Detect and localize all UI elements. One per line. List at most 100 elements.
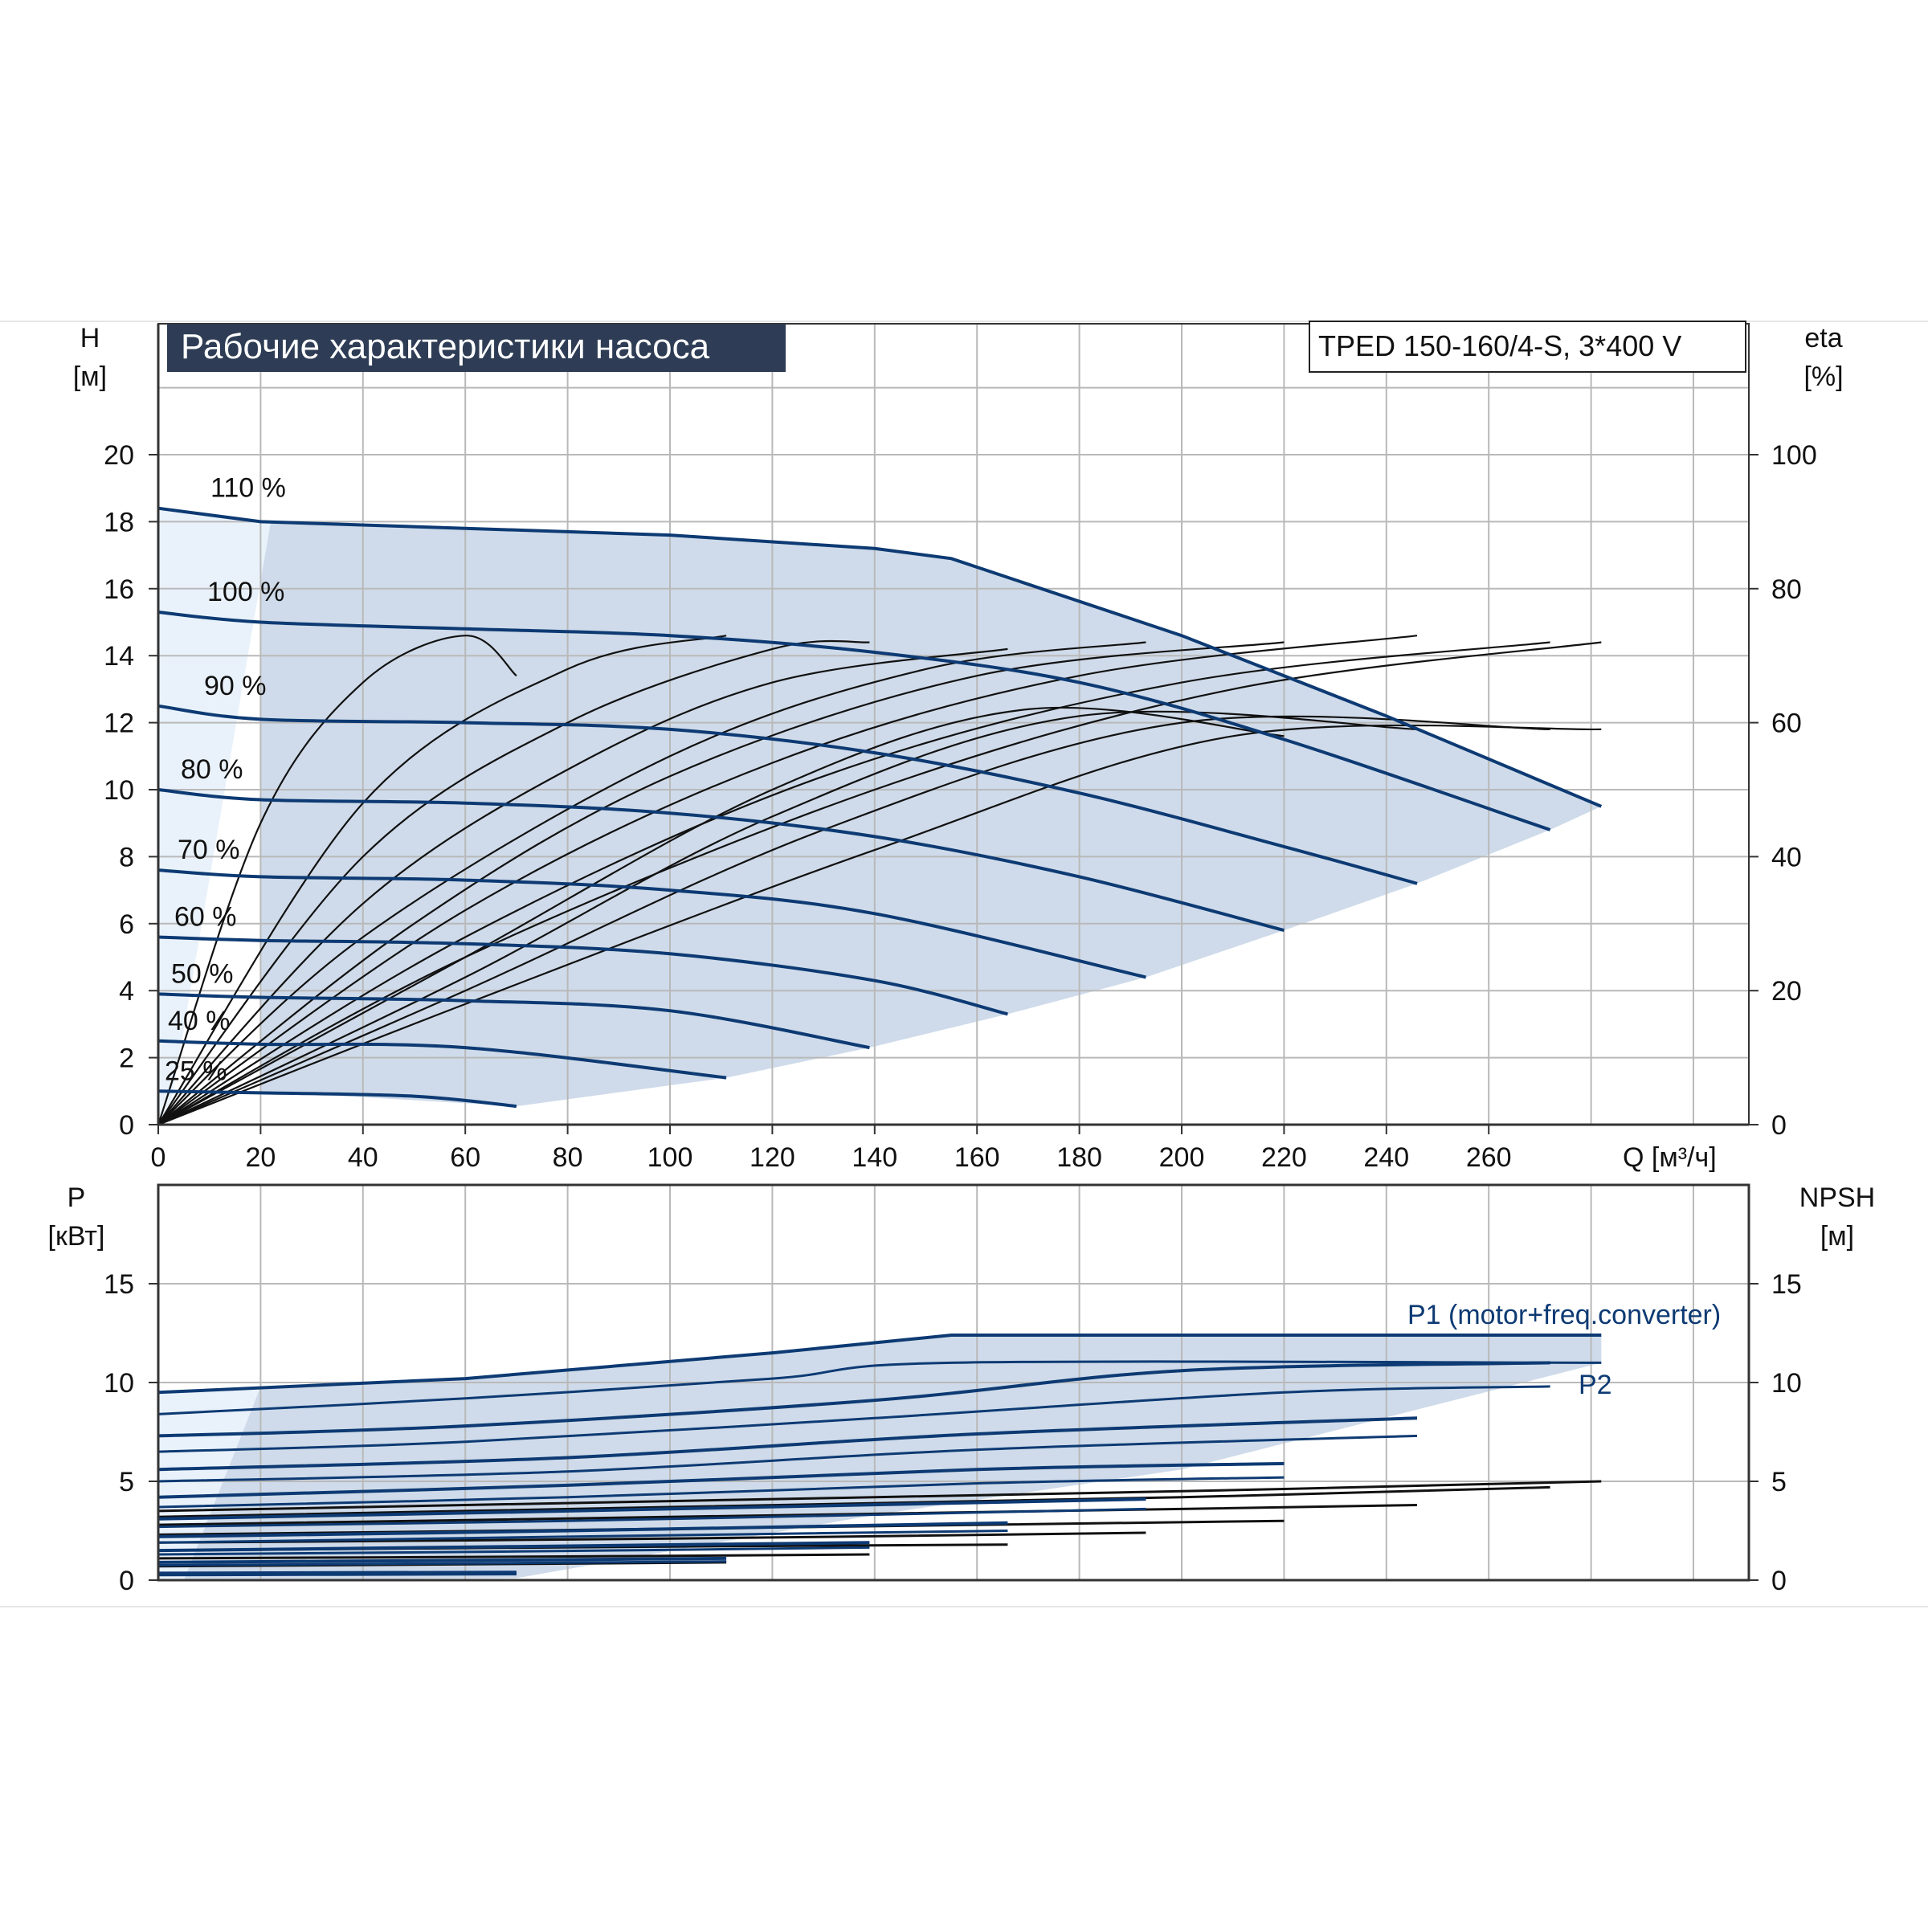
- y-tick-label: 0: [119, 1566, 134, 1596]
- y2-tick-label: 80: [1771, 574, 1802, 605]
- y2-tick-label: 100: [1771, 440, 1817, 471]
- power-curve: [157, 1497, 1146, 1521]
- y-tick-label: 0: [119, 1110, 134, 1141]
- x-tick-label: 0: [151, 1142, 166, 1173]
- speed-label: 100 %: [207, 577, 284, 607]
- y2-axis-title-eta: eta: [1804, 323, 1842, 353]
- efficiency-curve: [157, 639, 870, 1125]
- y2-tick-label: 40: [1771, 842, 1802, 872]
- power-curve: [157, 1416, 1418, 1472]
- speed-label: 25 %: [165, 1056, 227, 1086]
- power-curves: [157, 1334, 1602, 1577]
- model-label: TPED 150-160/4-S, 3*400 V: [1318, 329, 1681, 362]
- power-curve: [157, 1556, 727, 1564]
- power-curve: [157, 1461, 1285, 1499]
- y-tick-label: 14: [104, 641, 134, 672]
- power-curve: [157, 1507, 1146, 1529]
- head-curve: [157, 992, 870, 1050]
- x-tick-label: 160: [954, 1142, 1000, 1173]
- power-curve: [157, 1546, 870, 1556]
- operating-range-area-bottom: [158, 1334, 1602, 1580]
- y2-tick-label: 20: [1771, 976, 1802, 1007]
- efficiency-curve: [157, 706, 1285, 1125]
- y-tick-label: 10: [104, 775, 134, 806]
- speed-label: 60 %: [174, 901, 237, 932]
- power-curve: [157, 1560, 727, 1566]
- y2-tick-label: 5: [1771, 1467, 1787, 1497]
- npsh-curve: [157, 1480, 1602, 1513]
- x-tick-label: 260: [1466, 1142, 1512, 1173]
- head-curves: 110 % 100 % 90 % 80 % 70 % 60 % 50 % 40 % 25 %: [157, 473, 1603, 1109]
- x-tick-label: 200: [1159, 1142, 1205, 1173]
- head-curve: [157, 935, 1008, 1016]
- efficiency-curve: [157, 647, 1008, 1125]
- power-curve: [157, 1571, 517, 1575]
- x-tick-label: 40: [348, 1142, 378, 1173]
- low-flow-area-fill: [158, 508, 272, 1125]
- x-tick-label: 100: [647, 1142, 693, 1173]
- y-tick-label: 18: [104, 507, 134, 537]
- power-curve: [157, 1530, 1008, 1544]
- tick-labels-top: 0 20 40 60 80 100 120 140 160 180 200 220 240 2600246…: [104, 440, 1817, 1173]
- head-curve: [157, 506, 1603, 808]
- power-curve: [157, 1521, 1008, 1538]
- x-tick-label: 60: [450, 1142, 480, 1173]
- y-tick-label: 16: [104, 574, 134, 605]
- operating-range-area-top: [158, 508, 1602, 1125]
- power-curve: [157, 1361, 1550, 1438]
- efficiency-curve: [157, 635, 1418, 1125]
- power-curve: [157, 1360, 1602, 1415]
- head-curve: [157, 1039, 727, 1080]
- efficiency-curve: [157, 641, 1285, 1125]
- y-tick-label: 10: [104, 1368, 134, 1399]
- head-curve: [157, 868, 1146, 979]
- power-curve: [157, 1434, 1418, 1483]
- y-axis-unit-h: [м]: [73, 361, 107, 392]
- grid-top: [158, 324, 1749, 1125]
- y2-axis-unit-eta: [%]: [1803, 361, 1843, 392]
- chart-title: Рабочие характеристики насоса: [181, 327, 710, 366]
- annotation-p2: P2: [1579, 1370, 1612, 1400]
- y-tick-label: 15: [104, 1269, 134, 1300]
- title-box: Рабочие характеристики насоса: [167, 324, 786, 372]
- speed-label: 50 %: [171, 958, 234, 989]
- power-curve: [157, 1334, 1602, 1395]
- speed-label: 110 %: [210, 473, 286, 504]
- grid-bottom: [158, 1185, 1749, 1580]
- y2-tick-label: 0: [1771, 1110, 1787, 1141]
- y2-axis-title-npsh: NPSH: [1799, 1182, 1875, 1213]
- operating-area-fill: [183, 1334, 1602, 1580]
- x-tick-label: 80: [553, 1142, 583, 1173]
- head-curve: [157, 704, 1418, 885]
- y-tick-label: 5: [119, 1467, 134, 1497]
- y-tick-label: 6: [119, 909, 134, 940]
- speed-label: 70 %: [178, 835, 240, 865]
- efficiency-curve: [157, 635, 727, 1125]
- efficiency-curve: [157, 641, 1146, 1125]
- y-tick-label: 2: [119, 1044, 134, 1074]
- x-tick-label: 240: [1363, 1142, 1409, 1173]
- power-curve: [157, 1476, 1285, 1509]
- head-curve: [157, 788, 1285, 933]
- head-curve: [157, 1089, 517, 1109]
- x-axis-title: Q [м³/ч]: [1623, 1142, 1717, 1173]
- efficiency-curve: [157, 641, 1602, 1125]
- y2-tick-label: 15: [1771, 1269, 1802, 1300]
- y2-tick-label: 60: [1771, 709, 1802, 739]
- y-axis-title-p: P: [67, 1182, 86, 1213]
- x-tick-label: 120: [750, 1142, 795, 1173]
- npsh-curve: [157, 1553, 870, 1560]
- operating-area-fill: [260, 521, 1602, 1107]
- x-tick-label: 140: [852, 1142, 897, 1173]
- power-curve: [157, 1541, 870, 1553]
- model-box: TPED 150-160/4-S, 3*400 V: [1309, 321, 1746, 373]
- power-curve: [157, 1385, 1550, 1453]
- y-tick-label: 12: [104, 709, 134, 739]
- y2-tick-label: 10: [1771, 1368, 1802, 1399]
- speed-label: 80 %: [181, 754, 243, 785]
- y-axis-unit-p: [кВт]: [48, 1221, 105, 1252]
- speed-label: 40 %: [168, 1006, 231, 1036]
- efficiency-curve: [157, 635, 517, 1125]
